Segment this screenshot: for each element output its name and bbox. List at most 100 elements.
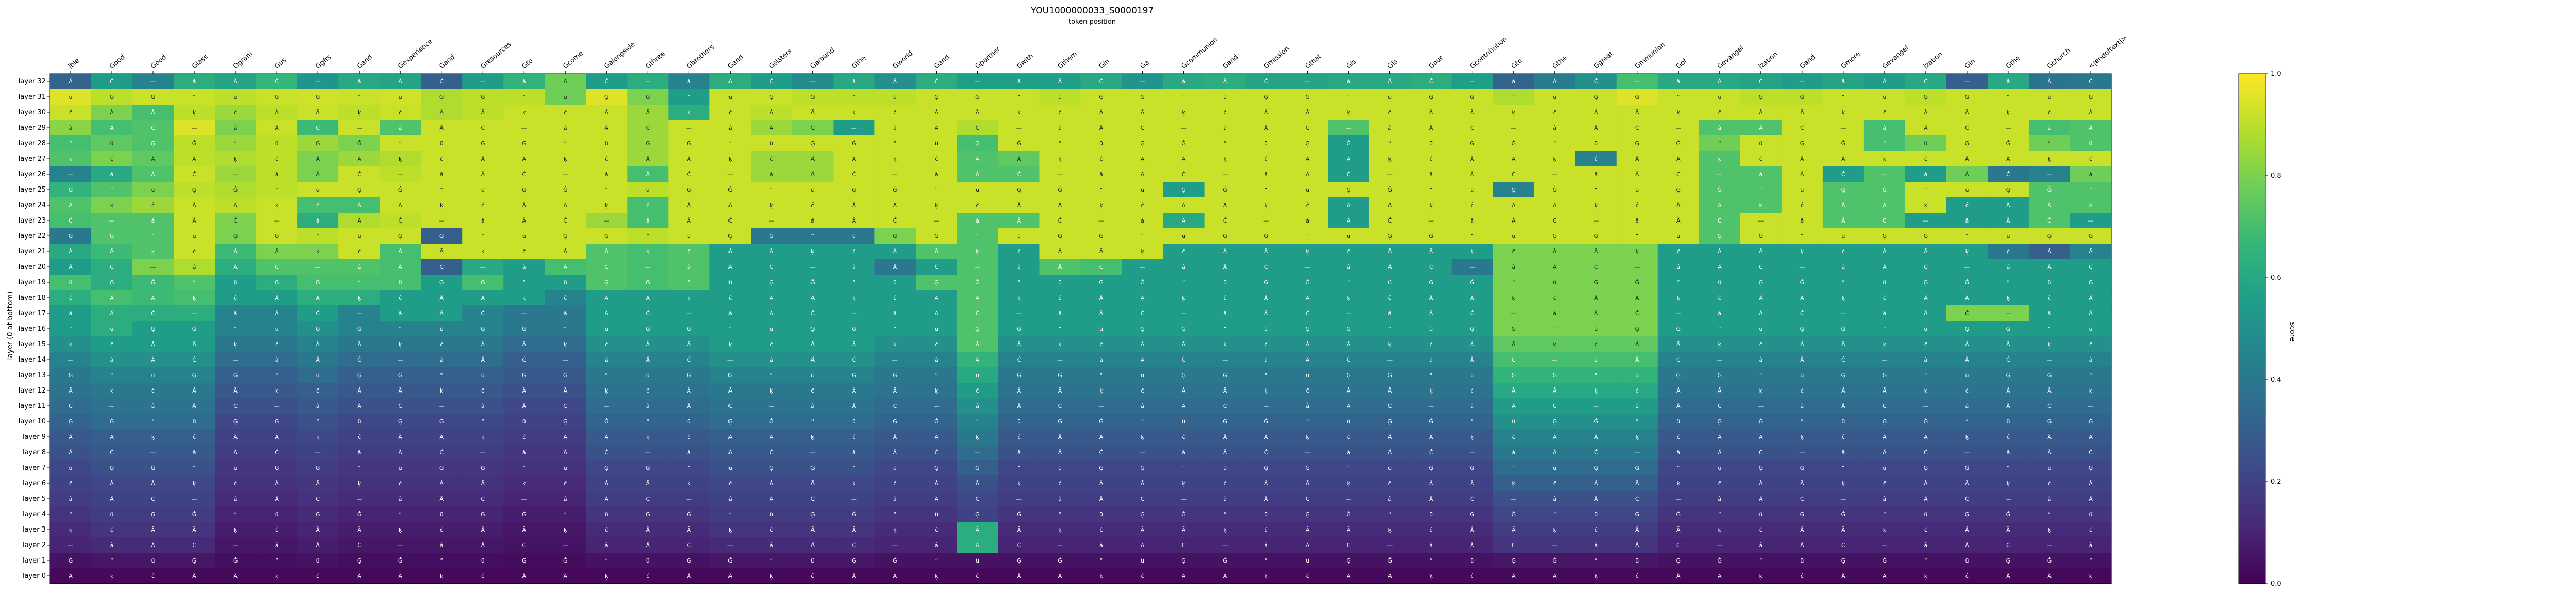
cell-annotation: â: [1223, 310, 1227, 317]
cell-annotation: Ģ: [1140, 511, 1145, 518]
cell-annotation: Ģ: [604, 94, 609, 100]
cell-annotation: â: [1594, 356, 1598, 363]
cell-annotation: ü: [1594, 511, 1598, 518]
cell-annotation: Ċ: [2089, 449, 2093, 456]
cell-annotation: ĉ: [522, 248, 526, 255]
cell-annotation: ĉ: [1512, 434, 1515, 440]
cell-annotation: â: [935, 171, 938, 178]
cell-annotation: â: [1223, 496, 1227, 502]
cell-annotation: Ģ: [604, 465, 609, 471]
cell-annotation: Ġ: [1387, 186, 1392, 193]
cell-annotation: ķ: [1182, 295, 1185, 301]
cell-annotation: Â: [151, 526, 155, 533]
cell-annotation: Â: [1058, 248, 1062, 255]
cell-annotation: Â: [2006, 202, 2010, 209]
cell-annotation: Ċ: [811, 496, 815, 502]
cell-annotation: Ģ: [1181, 372, 1186, 379]
cell-annotation: â: [1388, 310, 1392, 317]
colorbar-label: score: [2288, 322, 2296, 342]
cell-annotation: Ä: [976, 171, 980, 178]
x-tick-label: Gchurch: [2046, 47, 2072, 71]
cell-annotation: Ģ: [1346, 557, 1351, 564]
cell-annotation: Ġ: [1016, 140, 1021, 147]
x-tick-label: ization: [1922, 50, 1944, 71]
cell-annotation: Ã: [1223, 202, 1227, 209]
cell-annotation: ĉ: [605, 156, 608, 162]
heatmap-cell: [1163, 74, 1205, 90]
heatmap-cell: [1286, 74, 1329, 90]
cell-annotation: Ģ: [810, 511, 815, 518]
cell-annotation: Ģ: [357, 186, 362, 193]
cell-annotation: “: [1182, 465, 1185, 471]
cell-annotation: “: [1141, 418, 1144, 425]
cell-annotation: ĉ: [2007, 248, 2010, 255]
cell-annotation: ķ: [893, 156, 897, 162]
x-tick-label: Gis: [1345, 58, 1358, 71]
cell-annotation: ķ: [2089, 387, 2093, 394]
cell-annotation: Ã: [728, 573, 733, 580]
cell-annotation: ĉ: [69, 109, 72, 116]
cell-annotation: Â: [687, 202, 691, 209]
cell-annotation: Ċ: [1429, 449, 1433, 456]
cell-annotation: ü: [69, 94, 73, 100]
cell-annotation: ü: [687, 418, 691, 425]
x-tick-label: Gthe: [1551, 54, 1569, 71]
cell-annotation: ü: [935, 140, 938, 147]
cell-annotation: ü: [399, 94, 402, 100]
cell-annotation: Ä: [687, 403, 691, 410]
cell-annotation: Ģ: [1387, 233, 1392, 240]
cell-annotation: ĉ: [1512, 248, 1515, 255]
cell-annotation: Ã: [316, 480, 320, 487]
cell-annotation: Ã: [1676, 526, 1681, 533]
cell-annotation: “: [853, 465, 856, 471]
cell-annotation: ķ: [193, 109, 196, 116]
cell-annotation: Ä: [1347, 403, 1351, 410]
cell-annotation: ķ: [1883, 156, 1887, 162]
cell-annotation: Ġ: [1676, 511, 1681, 518]
cell-annotation: Ä: [192, 217, 196, 224]
cell-annotation: ĉ: [2007, 434, 2010, 440]
cell-annotation: Ģ: [1470, 511, 1475, 518]
cell-annotation: Ċ: [439, 449, 444, 456]
cell-annotation: Ġ: [1470, 279, 1475, 286]
cell-annotation: Ä: [439, 125, 444, 131]
cell-annotation: Ġ: [275, 233, 279, 240]
cell-annotation: Ģ: [1429, 279, 1433, 286]
cell-annotation: â: [69, 496, 73, 502]
cell-annotation: Â: [522, 573, 526, 580]
heatmap-cell: [1286, 89, 1329, 105]
cell-annotation: Ä: [811, 542, 815, 549]
cell-annotation: ĉ: [770, 341, 773, 348]
cell-annotation: Â: [1635, 341, 1639, 348]
cell-annotation: —: [1181, 125, 1187, 131]
cell-annotation: Ģ: [481, 511, 485, 518]
cell-annotation: ü: [1264, 511, 1268, 518]
cell-annotation: â: [1017, 264, 1021, 270]
cell-annotation: ķ: [275, 387, 279, 394]
cell-annotation: Ġ: [687, 140, 691, 147]
cell-annotation: “: [1347, 465, 1350, 471]
cell-annotation: Â: [398, 434, 402, 440]
cell-annotation: Ċ: [1388, 217, 1392, 224]
cell-annotation: “: [1553, 140, 1556, 147]
cell-annotation: Ģ: [69, 418, 73, 425]
cell-annotation: Ä: [1223, 264, 1227, 270]
cell-annotation: ķ: [1347, 295, 1350, 301]
x-tick-label: ible: [67, 57, 81, 71]
cell-annotation: Ġ: [687, 511, 691, 518]
cell-annotation: ü: [1470, 557, 1474, 564]
cell-annotation: ĉ: [1388, 109, 1392, 116]
cell-annotation: Ċ: [1553, 217, 1557, 224]
cell-annotation: “: [1059, 326, 1062, 332]
cell-annotation: —: [934, 403, 939, 410]
cell-annotation: Ä: [1388, 78, 1392, 85]
x-tick-label: Gus: [273, 56, 288, 71]
cell-annotation: ķ: [935, 573, 938, 580]
cell-annotation: ü: [1965, 372, 1969, 379]
cell-annotation: ĉ: [1718, 295, 1721, 301]
cell-annotation: ĉ: [1017, 248, 1020, 255]
cell-annotation: “: [1677, 465, 1680, 471]
cell-annotation: Ä: [398, 264, 402, 270]
cell-annotation: Â: [522, 387, 526, 394]
cell-annotation: Ã: [646, 295, 650, 301]
